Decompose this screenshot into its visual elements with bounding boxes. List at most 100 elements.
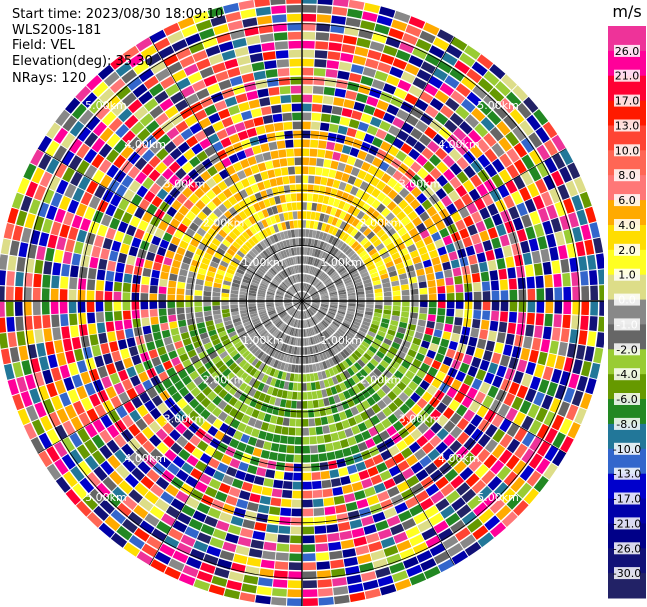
- range-gate: [304, 311, 307, 319]
- range-gate: [330, 386, 338, 395]
- range-gate: [371, 342, 380, 350]
- range-gate: [91, 434, 105, 449]
- range-gate: [459, 52, 476, 67]
- range-gate: [246, 341, 255, 349]
- range-gate: [240, 288, 248, 293]
- range-gate: [261, 374, 269, 383]
- range-gate: [383, 305, 392, 311]
- range-gate: [292, 121, 302, 130]
- range-gate: [257, 211, 265, 220]
- range-gate: [159, 315, 168, 324]
- range-gate: [551, 170, 564, 187]
- range-gate: [168, 243, 178, 253]
- range-gate: [224, 252, 233, 260]
- range-gate: [40, 415, 53, 432]
- range-gate: [403, 205, 414, 215]
- range-gate: [313, 279, 319, 286]
- range-gate: [476, 138, 490, 153]
- range-gate: [342, 202, 351, 212]
- range-gate: [23, 287, 32, 301]
- range-gate: [292, 328, 297, 337]
- range-gate: [288, 317, 294, 325]
- range-gate: [196, 58, 211, 71]
- range-gate: [193, 376, 204, 386]
- range-gate: [196, 322, 206, 329]
- range-gate: [346, 398, 355, 408]
- range-gate: [174, 229, 184, 240]
- range-gate: [185, 289, 194, 296]
- range-gate: [238, 200, 248, 210]
- range-gate: [266, 335, 273, 343]
- range-gate: [543, 463, 558, 480]
- range-gate: [410, 288, 419, 295]
- range-gate: [295, 274, 298, 283]
- range-gate: [495, 81, 511, 97]
- range-gate: [461, 193, 473, 206]
- range-gate: [142, 211, 153, 223]
- range-gate: [284, 297, 292, 300]
- range-gate: [262, 239, 270, 248]
- range-gate: [317, 311, 325, 317]
- range-gate: [346, 313, 354, 318]
- range-gate: [240, 284, 249, 290]
- range-gate: [46, 158, 60, 175]
- range-gate: [416, 268, 425, 277]
- range-gate: [97, 64, 114, 80]
- range-gate: [312, 86, 324, 95]
- range-gate: [93, 466, 108, 482]
- range-gate: [370, 474, 383, 485]
- range-gate: [272, 328, 279, 336]
- colorbar-tick-label: 13.0: [615, 120, 640, 133]
- range-gate: [47, 354, 58, 369]
- range-gate: [392, 473, 406, 485]
- range-gate: [212, 395, 222, 406]
- range-gate: [195, 317, 204, 324]
- range-gate: [366, 231, 376, 240]
- range-gate: [307, 319, 311, 327]
- range-gate: [272, 340, 279, 348]
- range-gate: [253, 70, 266, 81]
- range-gate: [138, 497, 154, 512]
- range-gate: [537, 236, 548, 250]
- range-gate: [411, 404, 422, 415]
- range-gate: [287, 589, 302, 598]
- range-gate: [326, 60, 340, 69]
- range-gate: [263, 198, 271, 208]
- range-gate: [59, 224, 70, 238]
- range-gate: [276, 306, 284, 310]
- range-gate: [449, 412, 462, 425]
- range-gate: [305, 220, 311, 229]
- range-gate: [223, 199, 233, 210]
- range-gate: [215, 70, 229, 82]
- range-gate: [319, 308, 327, 314]
- range-gate: [278, 213, 285, 222]
- range-gate: [302, 49, 315, 58]
- range-gate: [393, 301, 401, 306]
- range-gate: [329, 306, 338, 311]
- range-gate: [363, 524, 377, 535]
- range-gate: [72, 483, 88, 500]
- range-gate: [217, 192, 227, 203]
- range-gate: [243, 167, 253, 177]
- range-gate: [526, 312, 535, 325]
- range-gate: [242, 519, 256, 530]
- range-gate: [192, 80, 206, 92]
- range-gate: [388, 247, 398, 256]
- range-gate: [392, 170, 404, 181]
- range-gate: [250, 539, 264, 550]
- range-gate: [329, 469, 340, 479]
- range-gate: [274, 195, 281, 205]
- range-gate: [302, 76, 313, 85]
- range-gate: [318, 272, 325, 279]
- range-gate: [113, 301, 122, 311]
- range-gate: [415, 239, 425, 249]
- range-gate: [386, 553, 402, 566]
- range-gate: [112, 486, 127, 501]
- range-gate: [213, 314, 222, 320]
- range-gate: [393, 87, 408, 100]
- range-gate: [150, 448, 163, 461]
- range-gate: [363, 2, 380, 14]
- range-gate: [128, 423, 141, 437]
- range-gate: [162, 360, 173, 371]
- range-gate: [415, 120, 428, 133]
